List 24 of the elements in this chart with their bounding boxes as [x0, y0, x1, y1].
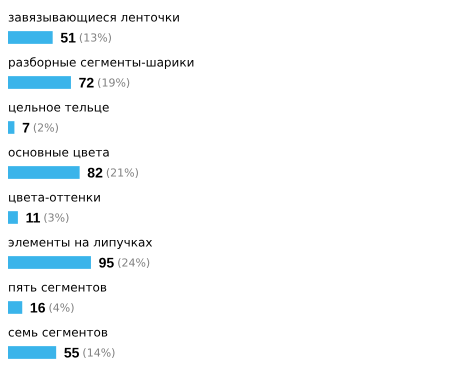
y-tick-label: цельное тельце	[8, 100, 110, 115]
bar	[8, 76, 71, 89]
bar	[8, 256, 91, 269]
data-label: 11 (3%)	[26, 209, 70, 226]
bar	[8, 166, 80, 179]
data-label: 82 (21%)	[87, 164, 139, 180]
y-tick-label: семь сегментов	[8, 326, 108, 340]
y-tick-label: завязывающиеся ленточки	[8, 10, 180, 25]
bar	[8, 211, 18, 224]
data-label: 72 (19%)	[78, 74, 130, 90]
data-label: 51 (13%)	[60, 29, 112, 46]
y-tick-label: основные цвета	[8, 146, 110, 160]
y-tick-label: цвета-оттенки	[8, 190, 101, 205]
bar	[8, 301, 22, 314]
y-tick-label: элементы на липучках	[8, 236, 152, 250]
bar	[8, 346, 56, 359]
data-label: 95 (24%)	[98, 254, 150, 270]
data-label: 55 (14%)	[64, 344, 116, 360]
data-label: 7 (2%)	[22, 119, 59, 136]
data-label: 16 (4%)	[30, 299, 75, 316]
y-tick-label: разборные сегменты-шарики	[8, 56, 194, 70]
bar	[8, 31, 53, 44]
bar	[8, 121, 14, 134]
y-tick-label: пять сегментов	[8, 280, 107, 295]
